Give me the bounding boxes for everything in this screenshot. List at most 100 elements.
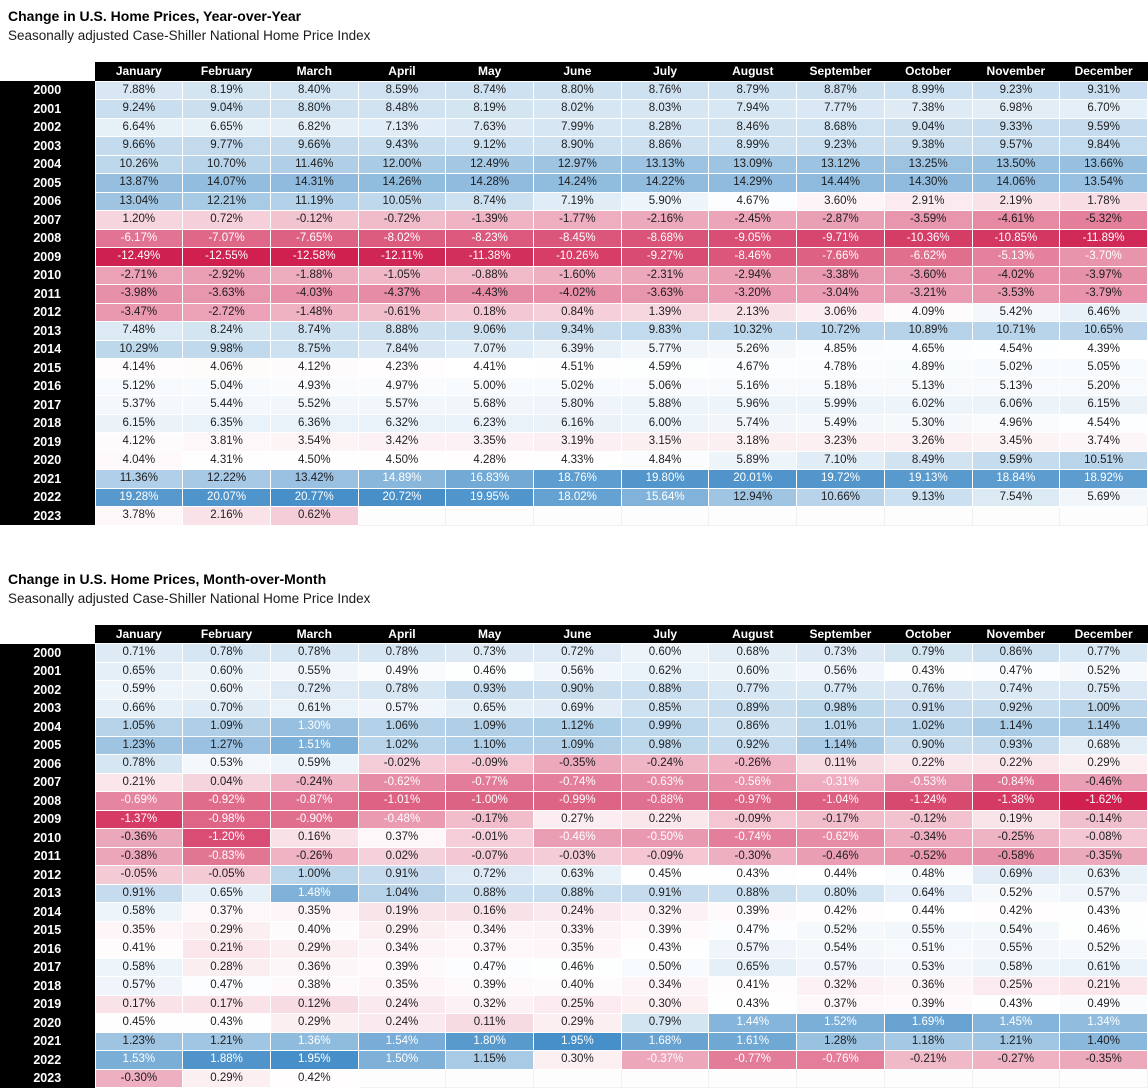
corner-cell [0,62,95,81]
value-cell-2016-november: 0.55% [972,940,1060,959]
value-cell-2010-february: -2.92% [183,266,271,285]
month-header-february: February [183,625,271,644]
value-cell-2018-february: 0.47% [183,977,271,996]
value-cell-2011-september: -0.46% [797,847,885,866]
year-cell-2010: 2010 [0,266,95,285]
value-cell-2004-may: 1.09% [446,718,534,737]
value-cell-2021-july: 1.68% [621,1032,709,1051]
value-cell-2010-september: -3.38% [797,266,885,285]
value-cell-2003-march: 0.61% [270,699,358,718]
value-cell-2007-february: 0.04% [183,773,271,792]
value-cell-2003-april: 9.43% [358,137,446,156]
value-cell-2017-november: 6.06% [972,396,1060,415]
value-cell-2021-march: 1.36% [270,1032,358,1051]
year-cell-2016: 2016 [0,377,95,396]
value-cell-2022-may: 1.15% [446,1051,534,1070]
value-cell-2004-april: 1.06% [358,718,446,737]
value-cell-2006-june: -0.35% [534,755,622,774]
month-header-july: July [621,625,709,644]
value-cell-2013-june: 9.34% [534,322,622,341]
value-cell-2017-may: 0.47% [446,958,534,977]
value-cell-2006-june: 7.19% [534,192,622,211]
value-cell-2001-april: 8.48% [358,100,446,119]
year-cell-2007: 2007 [0,211,95,230]
year-cell-2008: 2008 [0,229,95,248]
value-cell-2013-august: 0.88% [709,884,797,903]
value-cell-2007-june: -0.74% [534,773,622,792]
value-cell-2013-may: 0.88% [446,884,534,903]
value-cell-2012-june: 0.63% [534,866,622,885]
value-cell-2004-october: 13.25% [884,155,972,174]
value-cell-2001-february: 0.60% [183,662,271,681]
value-cell-2013-october: 10.89% [884,322,972,341]
value-cell-2000-october: 8.99% [884,81,972,100]
value-cell-2004-january: 10.26% [95,155,183,174]
value-cell-2019-may: 0.32% [446,995,534,1014]
value-cell-2011-february: -3.63% [183,285,271,304]
table-row-2009: 2009-12.49%-12.55%-12.58%-12.11%-11.38%-… [0,248,1148,267]
month-header-june: June [534,62,622,81]
value-cell-2018-june: 0.40% [534,977,622,996]
value-cell-2022-october: 9.13% [884,488,972,507]
value-cell-2004-november: 1.14% [972,718,1060,737]
value-cell-2012-august: 0.43% [709,866,797,885]
value-cell-2011-june: -0.03% [534,847,622,866]
value-cell-2011-december: -3.79% [1060,285,1148,304]
month-header-may: May [446,62,534,81]
value-cell-2008-october: -1.24% [884,792,972,811]
value-cell-2022-february: 1.88% [183,1051,271,1070]
value-cell-2010-december: -0.08% [1060,829,1148,848]
value-cell-2019-february: 0.17% [183,995,271,1014]
value-cell-2022-february: 20.07% [183,488,271,507]
value-cell-2004-august: 13.09% [709,155,797,174]
month-header-october: October [884,62,972,81]
value-cell-2019-january: 4.12% [95,433,183,452]
value-cell-2001-june: 0.56% [534,662,622,681]
value-cell-2023-august [709,507,797,526]
value-cell-2006-august: -0.26% [709,755,797,774]
value-cell-2007-september: -2.87% [797,211,885,230]
value-cell-2016-may: 5.00% [446,377,534,396]
value-cell-2000-april: 0.78% [358,644,446,663]
value-cell-2013-february: 0.65% [183,884,271,903]
value-cell-2015-february: 0.29% [183,921,271,940]
value-cell-2023-april [358,507,446,526]
value-cell-2022-september: -0.76% [797,1051,885,1070]
value-cell-2017-december: 6.15% [1060,396,1148,415]
value-cell-2006-april: -0.02% [358,755,446,774]
value-cell-2017-november: 0.58% [972,958,1060,977]
yoy-chart-subtitle: Seasonally adjusted Case-Shiller Nationa… [0,25,1148,45]
value-cell-2007-june: -1.77% [534,211,622,230]
value-cell-2019-december: 0.49% [1060,995,1148,1014]
value-cell-2007-october: -0.53% [884,773,972,792]
value-cell-2008-march: -7.65% [270,229,358,248]
value-cell-2002-june: 0.90% [534,681,622,700]
value-cell-2016-july: 5.06% [621,377,709,396]
value-cell-2006-may: -0.09% [446,755,534,774]
value-cell-2009-december: -0.14% [1060,810,1148,829]
value-cell-2002-may: 7.63% [446,118,534,137]
value-cell-2022-may: 19.95% [446,488,534,507]
year-cell-2022: 2022 [0,1051,95,1070]
year-cell-2002: 2002 [0,118,95,137]
value-cell-2015-september: 0.52% [797,921,885,940]
month-header-october: October [884,625,972,644]
value-cell-2014-november: 4.54% [972,340,1060,359]
value-cell-2008-july: -0.88% [621,792,709,811]
month-header-august: August [709,625,797,644]
value-cell-2016-january: 5.12% [95,377,183,396]
value-cell-2009-june: 0.27% [534,810,622,829]
value-cell-2010-march: -1.88% [270,266,358,285]
value-cell-2011-december: -0.35% [1060,847,1148,866]
value-cell-2004-january: 1.05% [95,718,183,737]
value-cell-2022-september: 10.66% [797,488,885,507]
value-cell-2007-march: -0.24% [270,773,358,792]
value-cell-2018-april: 0.35% [358,977,446,996]
value-cell-2013-january: 0.91% [95,884,183,903]
value-cell-2016-april: 0.34% [358,940,446,959]
value-cell-2022-december: 5.69% [1060,488,1148,507]
